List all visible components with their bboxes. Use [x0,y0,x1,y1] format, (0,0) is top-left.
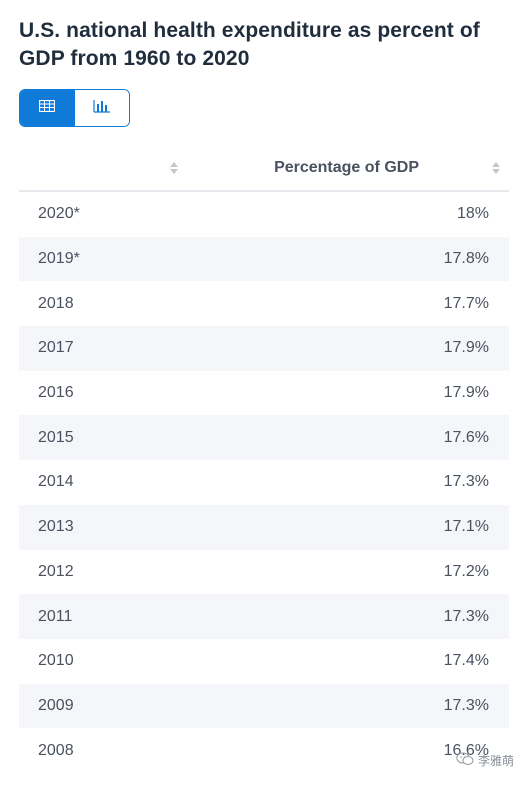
bar-chart-icon [93,99,111,118]
year-cell: 2018 [38,294,74,312]
year-cell: 2012 [38,562,74,580]
sort-year-icon[interactable] [169,161,179,175]
table-row: 2009 17.3% [19,683,509,729]
percentage-cell: 17.3% [443,473,489,491]
table-row: 2014 17.3% [19,460,509,505]
year-cell: 2020* [38,205,80,223]
chart-view-button[interactable] [74,90,129,126]
watermark-text: 李雅萌 [477,754,514,768]
year-cell: 2016 [38,384,74,402]
percentage-cell: 16.6% [443,741,489,759]
table-row: 2020* 18% [19,192,509,237]
view-toggle [19,89,130,127]
percentage-cell: 17.2% [443,562,489,580]
table-row: 2015 17.6% [19,415,509,461]
table-icon [39,99,56,117]
table-row: 2008 16.6% [19,728,509,773]
watermark: 李雅萌 [456,752,514,769]
percentage-cell: 17.7% [443,294,489,312]
table-view-button[interactable] [20,90,75,126]
year-cell: 2015 [38,428,74,446]
year-cell: 2011 [38,607,73,625]
column-header-percentage[interactable]: Percentage of GDP [274,159,419,176]
page-title: U.S. national health expenditure as perc… [19,19,480,70]
percentage-cell: 17.3% [443,607,489,625]
table-row: 2012 17.2% [19,549,509,595]
year-cell: 2009 [38,696,74,714]
table-row: 2017 17.9% [19,326,509,371]
data-table: Percentage of GDP 2020* 18% 2019* 17.8% 2018… [19,146,509,773]
table-row: 2016 17.9% [19,370,509,416]
percentage-cell: 17.9% [443,339,489,357]
year-cell: 2019* [38,250,80,268]
year-cell: 2010 [38,652,74,670]
percentage-cell: 17.4% [443,652,489,670]
table-row: 2019* 17.8% [19,236,509,282]
sort-percentage-icon[interactable] [491,161,501,175]
year-cell: 2014 [38,473,74,491]
year-cell: 2008 [38,741,74,759]
table-body: 2020* 18% 2019* 17.8% 2018 17.7% 2017 17.9% 2016… [19,192,509,773]
percentage-cell: 17.8% [443,250,489,268]
table-header: Percentage of GDP [19,146,509,192]
wechat-icon [456,752,474,769]
percentage-cell: 18% [456,205,489,223]
year-cell: 2017 [38,339,74,357]
percentage-cell: 17.6% [443,428,489,446]
table-row: 2011 17.3% [19,594,509,639]
percentage-cell: 17.1% [443,518,489,536]
year-cell: 2013 [38,518,74,536]
percentage-cell: 17.3% [443,696,489,714]
table-row: 2010 17.4% [19,638,509,684]
table-row: 2013 17.1% [19,504,509,550]
percentage-cell: 17.9% [443,384,489,402]
table-row: 2018 17.7% [19,281,509,327]
